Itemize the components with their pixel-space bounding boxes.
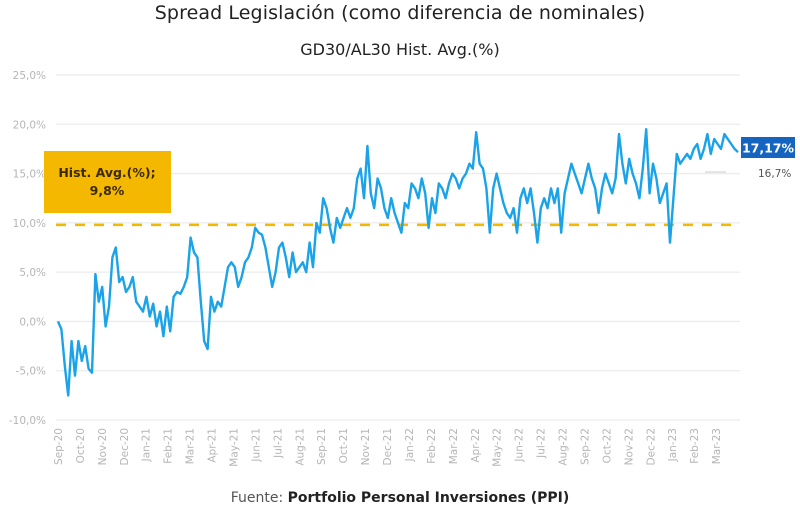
x-tick-label: Mar-23 [711,428,723,464]
x-tick-label: Mar-21 [185,428,197,464]
x-tick-label: Dec-22 [645,428,657,465]
y-tick-label: 0,0% [19,316,46,328]
x-tick-label: Sep-22 [579,428,591,465]
series-line [56,127,739,397]
x-tick-label: Jun-21 [250,428,262,463]
x-tick-label: Dec-21 [382,428,394,465]
x-tick-label: Oct-20 [75,428,87,463]
x-tick-label: Aug-22 [558,428,570,466]
x-tick-label: Oct-22 [601,428,613,463]
hist-avg-value: 9,8% [90,183,125,198]
x-tick-label: May-22 [492,428,504,467]
source-prefix: Fuente: [230,490,288,506]
x-tick-label: Dec-20 [119,428,131,465]
x-tick-label: Jun-22 [514,428,526,463]
x-tick-label: Jul-22 [536,428,548,459]
x-tick-label: Nov-22 [623,428,635,465]
y-tick-label: 10,0% [13,218,46,230]
x-tick-label: Feb-22 [426,428,438,464]
y-tick-label: -10,0% [9,415,46,427]
x-tick-label: May-21 [228,428,240,467]
y-axis: -10,0% -5,0% 0,0% 5,0% 10,0% 15,0% 20,0% 25,0% [9,70,46,427]
x-tick-label: Mar-22 [448,428,460,464]
x-tick-label: Feb-21 [163,428,175,464]
x-tick-label: Apr-21 [207,428,219,463]
hist-avg-reference-line: Hist. Avg.(%); 9,8% [44,151,740,227]
last-value-badge [741,137,795,158]
annotations: 17,17% 16,7% [705,137,795,180]
chart-subtitle: GD30/AL30 Hist. Avg.(%) [300,40,500,59]
x-tick-label: Jul-21 [272,428,284,459]
x-tick-label: Nov-20 [97,428,109,465]
x-tick-label: Jan-22 [404,428,416,462]
hist-avg-box [44,151,171,213]
series-group [56,127,739,397]
y-tick-label: 20,0% [13,119,46,131]
hist-avg-label: Hist. Avg.(%); [58,165,155,180]
x-tick-label: Nov-21 [360,428,372,465]
x-tick-label: Sep-21 [316,428,328,465]
x-tick-label: Jan-23 [667,428,679,462]
x-tick-label: Sep-20 [53,428,65,465]
chart-title: Spread Legislación (como diferencia de n… [154,2,646,24]
gridlines [56,74,740,421]
x-axis: Sep-20 Oct-20 Nov-20 Dec-20 Jan-21 Feb-21 Mar-… [53,428,723,467]
x-tick-label: Apr-22 [470,428,482,463]
x-tick-label: Feb-23 [689,428,701,464]
y-tick-label: 25,0% [13,70,46,82]
x-tick-label: Oct-21 [338,428,350,463]
y-tick-label: -5,0% [16,366,46,378]
x-tick-label: Aug-21 [294,428,306,466]
source-note: Fuente: Portfolio Personal Inversiones (… [0,490,800,506]
y-tick-label: 5,0% [19,267,46,279]
x-tick-label: Jan-21 [141,428,153,462]
previous-value-label: 16,7% [758,168,791,180]
source-name: Portfolio Personal Inversiones (PPI) [287,490,570,506]
y-tick-label: 15,0% [13,169,46,181]
last-value-label: 17,17% [742,141,795,156]
